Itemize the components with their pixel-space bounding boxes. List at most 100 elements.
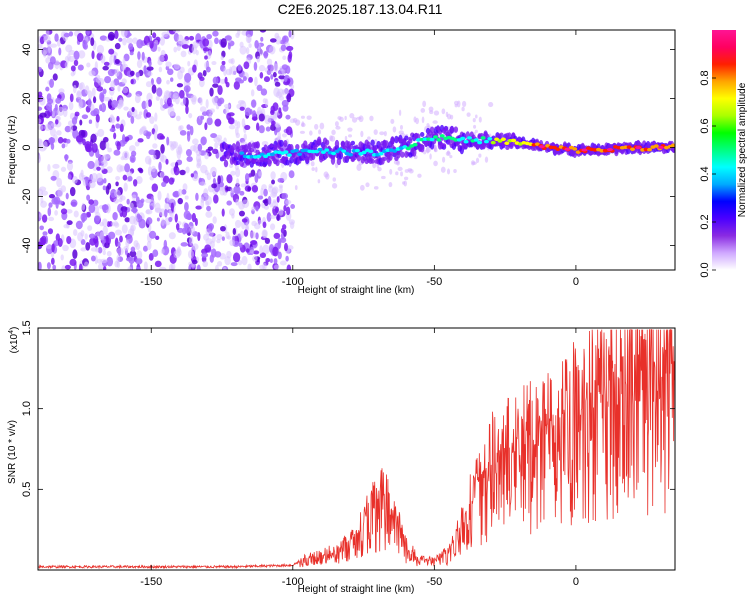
spectrogram-noise-blob <box>85 211 91 218</box>
spectrogram-noise-blob <box>174 213 178 223</box>
spectrogram-noise-blob <box>232 252 241 263</box>
spectrogram-faint-blob <box>453 168 457 174</box>
spectrogram-noise-blob <box>260 36 264 42</box>
spectrogram-faint-blob <box>395 171 399 176</box>
spectrogram-noise-blob <box>41 214 48 223</box>
spectrogram-faint-blob <box>399 125 403 130</box>
spectrogram-ridge-core <box>348 152 354 157</box>
spectrogram-noise-blob <box>249 231 256 239</box>
spectrogram-faint-blob <box>356 164 362 171</box>
spectrogram-noise-blob <box>109 128 116 133</box>
spectrogram-noise-blob <box>222 191 228 196</box>
spectrogram-noise-blob <box>149 40 154 49</box>
spectrogram-noise-blob <box>269 38 277 43</box>
spectrogram-faint-blob <box>329 135 333 142</box>
spectrogram-ridge-core <box>466 136 472 140</box>
spectrogram-noise-blob <box>155 235 160 241</box>
spectrogram-noise-blob <box>99 231 105 241</box>
spectrogram-noise-blob <box>138 111 143 116</box>
spectrogram-noise-blob <box>192 138 199 145</box>
spectrogram-noise-blob <box>117 241 121 248</box>
spectrogram-noise-blob <box>77 64 84 71</box>
spectrogram-noise-blob <box>204 55 208 60</box>
spectrogram-ridge-core <box>368 149 374 154</box>
spectrogram-noise-blob <box>207 146 214 151</box>
spectrogram-noise-blob <box>99 35 108 41</box>
spectrogram-noise-blob <box>135 242 141 251</box>
spectrogram-noise-blob <box>47 43 51 54</box>
spectrogram-noise-blob <box>260 88 268 96</box>
spectrogram-noise-blob <box>90 255 96 262</box>
spectrogram-noise-blob <box>180 50 187 58</box>
spectrogram-noise-blob <box>234 164 239 171</box>
spectrogram-noise-blob <box>95 247 99 253</box>
spectrogram-ridge-halo <box>269 143 274 148</box>
spectrogram-noise-blob <box>118 197 123 203</box>
spectrogram-noise-blob <box>277 251 282 260</box>
spectrogram-noise-blob <box>229 66 233 76</box>
spectrogram-ridge-core <box>500 137 506 142</box>
spectrogram-noise-blob <box>233 185 241 195</box>
spectrogram-noise-blob <box>38 43 43 49</box>
spectrogram-noise-blob <box>122 174 128 181</box>
spectrogram-noise-blob <box>245 222 249 231</box>
spectrogram-noise-blob <box>90 133 97 144</box>
spectrogram-noise-blob <box>128 202 134 210</box>
spectrogram-noise-blob <box>80 169 84 178</box>
spectrogram-faint-blob <box>334 121 339 127</box>
spectrogram-noise-blob <box>151 84 157 94</box>
spectrogram-noise-blob <box>212 83 219 88</box>
spectrogram-ridge-core <box>324 148 330 152</box>
spectrogram-noise-blob <box>257 195 264 200</box>
spectrogram-noise-blob <box>258 64 266 72</box>
spectrogram-noise-blob <box>129 51 134 56</box>
spectrogram-noise-blob <box>214 118 222 127</box>
spectrogram-noise-blob <box>209 254 214 263</box>
spectrogram-ridge-halo <box>235 160 241 166</box>
spectrogram-noise-blob <box>47 163 51 172</box>
spectrogram-noise-blob <box>149 230 157 239</box>
spectrogram-noise-blob <box>51 243 55 253</box>
spectrogram-noise-blob <box>151 165 156 173</box>
spectrogram-noise-blob <box>128 43 134 50</box>
spectrogram-noise-blob <box>136 250 143 260</box>
spectrogram-noise-blob <box>285 45 294 52</box>
spectrogram-noise-blob <box>173 46 178 53</box>
spectrogram-noise-blob <box>247 263 252 270</box>
colorbar-ticks: 0.0 0.2 0.4 0.6 0.8 <box>699 70 716 278</box>
spectrogram-noise-blob <box>189 225 196 235</box>
spectrogram-noise-blob <box>166 97 172 107</box>
spectrogram-noise-blob <box>108 48 115 55</box>
spectrogram-noise-blob <box>119 123 124 133</box>
spectrogram-ridge-core <box>630 147 636 152</box>
spectrogram-noise-blob <box>265 257 271 263</box>
spectrogram-noise-blob <box>170 143 175 151</box>
spectrogram-noise-blob <box>54 59 60 70</box>
spectrogram-ridge-core <box>412 142 418 147</box>
spectrogram-noise-blob <box>112 211 118 221</box>
spectrogram-noise-blob <box>240 183 246 188</box>
spectrogram-ridge-halo <box>441 143 447 148</box>
spectrogram-noise-blob <box>49 56 56 65</box>
spectrogram-noise-blob <box>269 223 276 231</box>
spectrogram-faint-blob <box>403 180 407 187</box>
spectrogram-faint-blob <box>417 173 422 178</box>
spectrogram-noise-blob <box>237 30 241 36</box>
spectrogram-noise-blob <box>177 197 183 205</box>
spectrogram-faint-blob <box>344 115 347 121</box>
svg-text:(x104): (x104) <box>8 327 20 354</box>
spectrogram-noise-blob <box>177 144 182 154</box>
spectrogram-noise-blob <box>259 72 264 79</box>
spectrogram-noise-blob <box>52 73 58 81</box>
spectrogram-noise-blob <box>212 177 216 185</box>
spectrogram-ridge-halo <box>404 135 409 141</box>
spectrogram-ridge-halo <box>370 158 375 164</box>
spectrogram-x-tick-label: -50 <box>426 276 442 288</box>
spectrogram-noise-blob <box>201 252 209 258</box>
spectrogram-noise-blob <box>197 143 203 152</box>
spectrogram-noise-blob <box>190 145 197 152</box>
spectrogram-noise-blob <box>90 110 98 117</box>
spectrogram-noise-blob <box>290 84 295 90</box>
spectrogram-noise-blob <box>180 242 188 247</box>
spectrogram-noise-blob <box>85 241 91 251</box>
